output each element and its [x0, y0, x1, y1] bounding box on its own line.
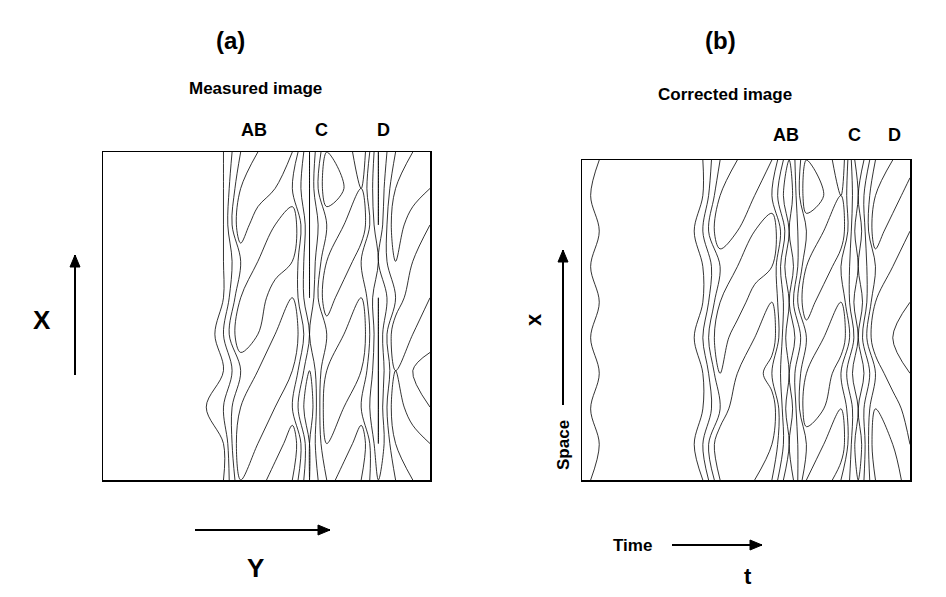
svg-text:(a): (a)	[216, 27, 245, 54]
svg-text:Corrected image: Corrected image	[658, 85, 792, 104]
svg-text:Space: Space	[554, 420, 573, 470]
svg-text:AB: AB	[241, 120, 267, 140]
svg-text:Time: Time	[613, 536, 652, 555]
svg-text:C: C	[315, 120, 328, 140]
svg-text:D: D	[888, 125, 901, 145]
svg-text:X: X	[33, 305, 51, 335]
svg-text:(b): (b)	[705, 27, 736, 54]
svg-text:D: D	[377, 120, 390, 140]
svg-text:Y: Y	[247, 553, 264, 583]
svg-text:C: C	[848, 125, 861, 145]
svg-text:x: x	[521, 313, 546, 326]
svg-text:Measured image: Measured image	[189, 79, 322, 98]
svg-text:t: t	[744, 564, 752, 589]
svg-text:AB: AB	[773, 125, 799, 145]
